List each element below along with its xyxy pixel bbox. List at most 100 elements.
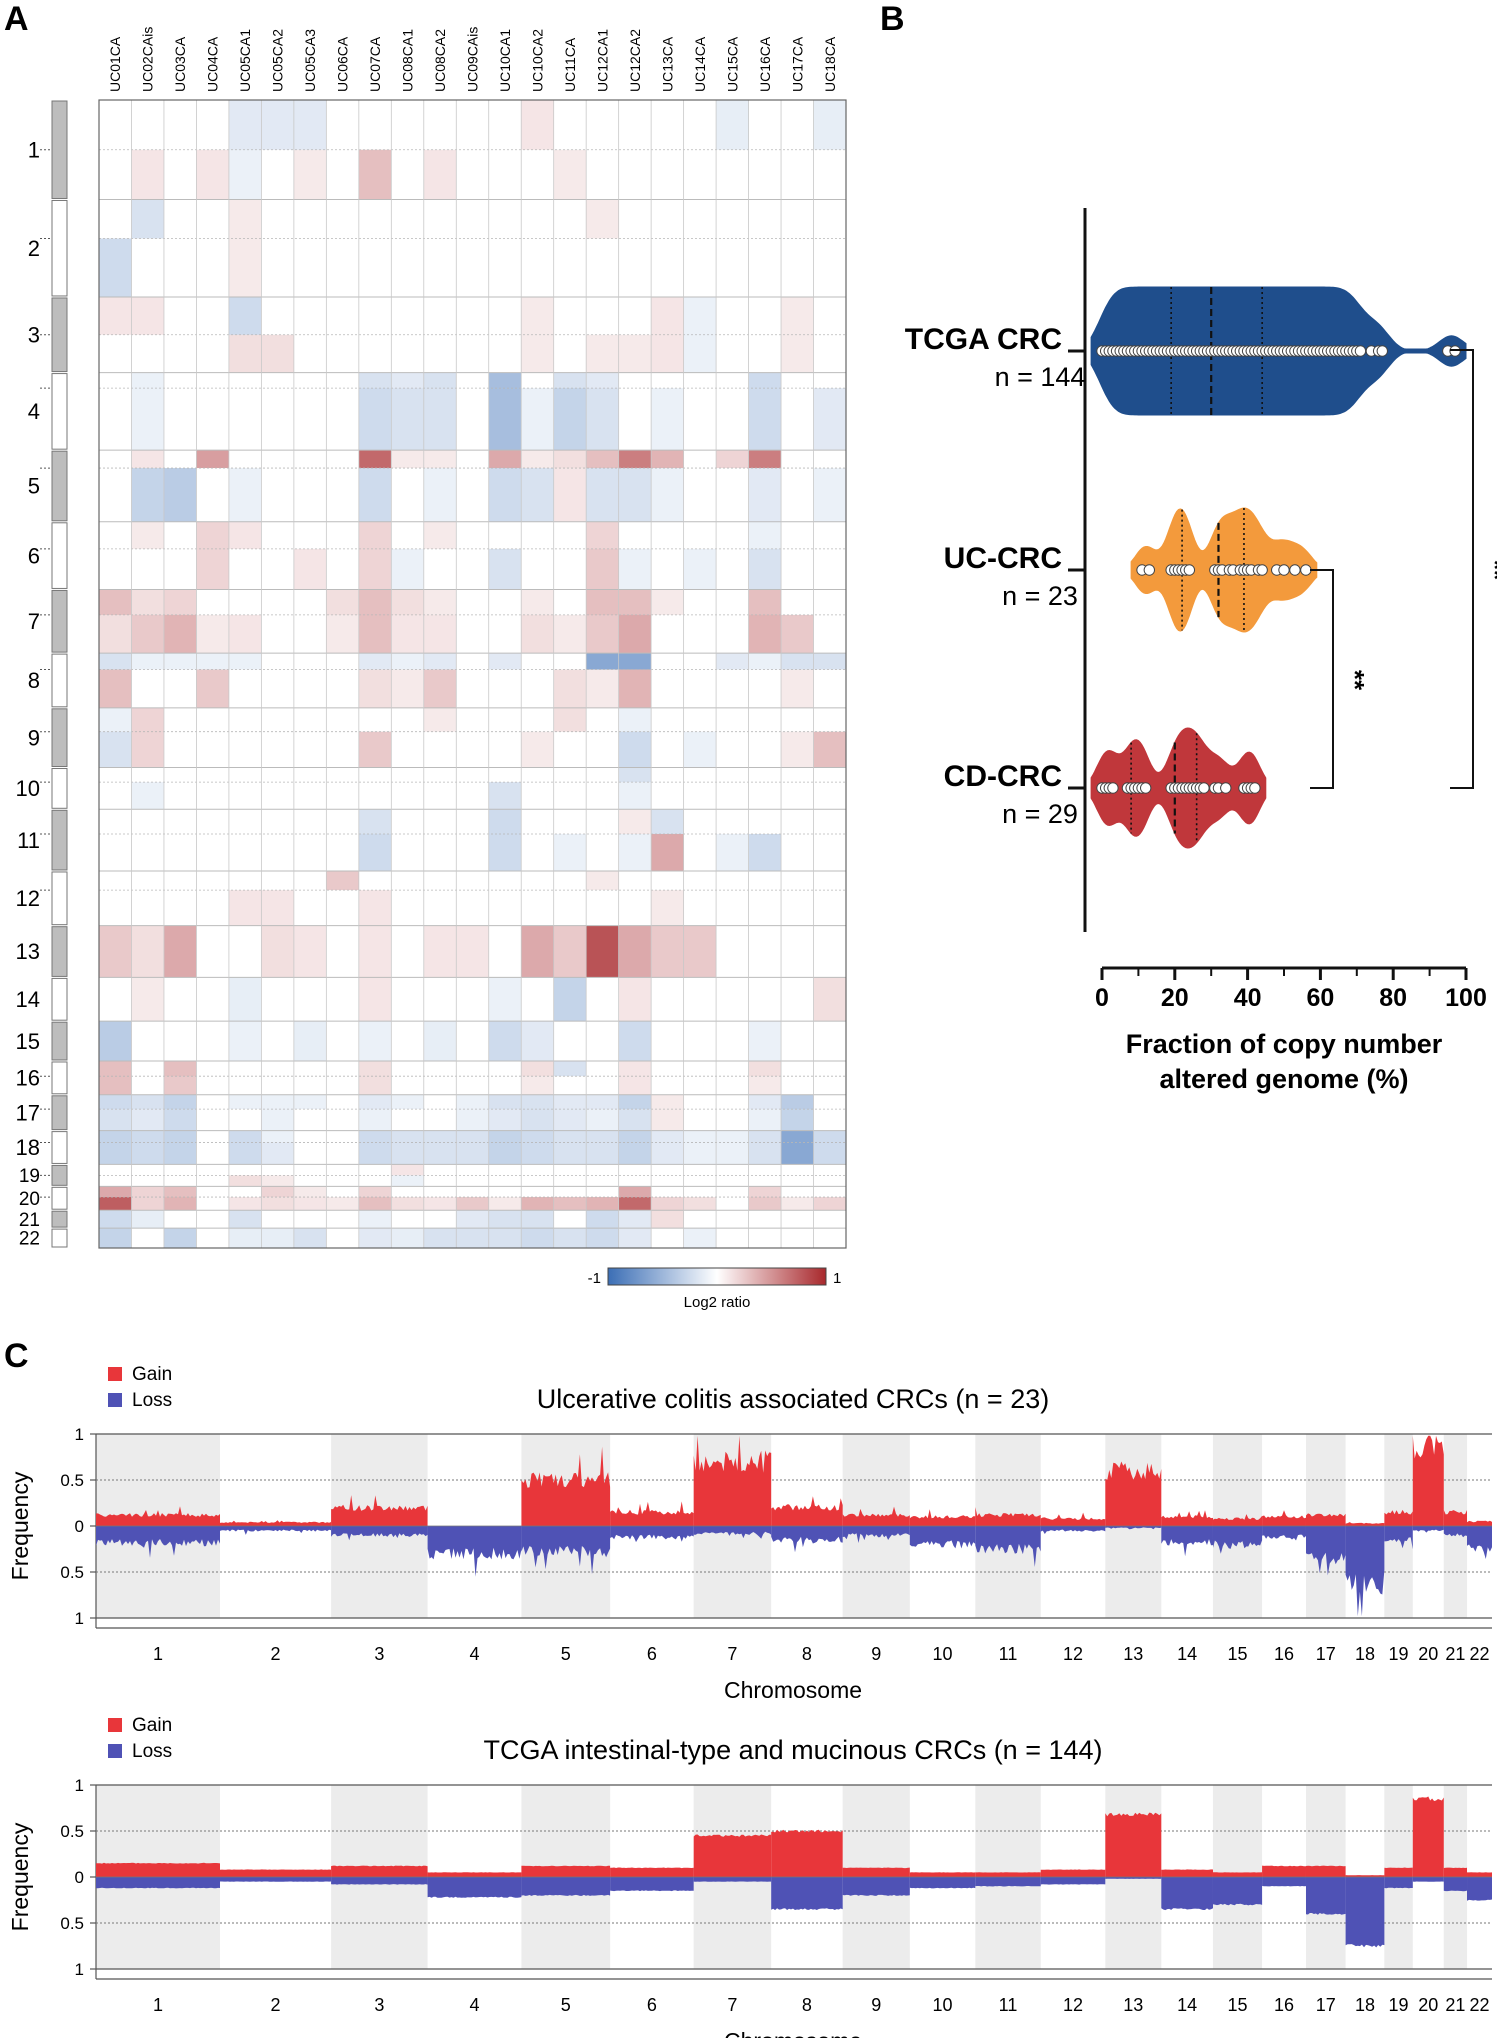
heatmap-cell — [99, 1228, 132, 1249]
heatmap-cell — [488, 614, 522, 654]
chromosome-tick-label: 17 — [1316, 1644, 1336, 1664]
heatmap-cell — [683, 1175, 717, 1187]
heatmap-cell — [651, 707, 684, 732]
heatmap-cell — [521, 1210, 554, 1229]
heatmap-cell — [748, 450, 782, 469]
heatmap-cell — [553, 296, 587, 336]
column-header-uc05ca3: UC05CA3 — [302, 29, 318, 92]
heatmap-cell — [293, 100, 327, 151]
heatmap-cell — [423, 238, 457, 298]
heatmap-cell — [716, 870, 749, 891]
heatmap-cell — [358, 521, 392, 550]
heatmap-cell — [781, 1228, 814, 1249]
heatmap-cell — [781, 372, 814, 389]
heatmap-cell — [683, 870, 717, 891]
heatmap-cell — [391, 1130, 425, 1143]
heatmap-cell — [651, 1109, 684, 1131]
heatmap-cell — [391, 1197, 425, 1211]
chromosome-tick-label: 12 — [1063, 1644, 1083, 1664]
heatmap-cell — [358, 1175, 392, 1187]
heatmap-cell — [813, 707, 847, 732]
heatmap-cell — [651, 1228, 684, 1249]
heatmap-cell — [391, 1228, 425, 1249]
colorbar-title: Log2 ratio — [684, 1294, 751, 1311]
heatmap-cell — [748, 100, 782, 151]
heatmap-cell — [748, 1094, 782, 1110]
heatmap-cell — [748, 1142, 782, 1165]
chromosome-tick-label: 1 — [153, 1995, 163, 2015]
heatmap-cell — [781, 1076, 814, 1096]
heatmap-cell — [781, 1021, 814, 1062]
heatmap-cell — [326, 767, 360, 783]
loss-area-chr8 — [771, 1526, 843, 1553]
heatmap-cell — [586, 1210, 619, 1229]
heatmap-cell — [358, 238, 392, 298]
gain-area-chr5 — [521, 1446, 611, 1526]
heatmap-cell — [553, 450, 587, 469]
heatmap-cell — [358, 1109, 392, 1131]
heatmap-cell — [813, 521, 847, 550]
heatmap-cell — [326, 1197, 360, 1211]
chromosome-tick-label: 3 — [374, 1995, 384, 2015]
heatmap-cell — [391, 1076, 425, 1096]
plot-title: Ulcerative colitis associated CRCs (n = … — [537, 1384, 1049, 1414]
heatmap-cell — [781, 653, 814, 670]
heatmap-cell — [196, 521, 230, 550]
heatmap-cell — [683, 782, 717, 810]
heatmap-cell — [683, 1076, 717, 1096]
chromosome-tick-label: 13 — [1123, 1995, 1143, 2015]
heatmap-cell — [781, 669, 814, 709]
gain-area-chr19 — [1384, 1867, 1413, 1877]
heatmap-cell — [813, 1164, 847, 1176]
heatmap-cell — [261, 548, 295, 590]
idiogram-block-chr11 — [51, 809, 68, 871]
heatmap-cell — [358, 1076, 392, 1096]
heatmap-cell — [423, 731, 457, 768]
heatmap-cell — [781, 149, 814, 200]
heatmap-cell — [131, 372, 165, 389]
heatmap-cell — [521, 809, 554, 835]
y-tick-label: 1 — [75, 1776, 84, 1795]
heatmap-cell — [553, 809, 587, 835]
violin-point — [1198, 782, 1210, 794]
heatmap-cell — [553, 782, 587, 810]
heatmap-cell — [261, 521, 295, 550]
heatmap-cell — [261, 1109, 295, 1131]
x-tick-label: 40 — [1234, 984, 1262, 1012]
gain-area-chr14 — [1161, 1869, 1213, 1877]
heatmap-cell — [716, 450, 749, 469]
heatmap-cell — [99, 589, 132, 616]
heatmap-cell — [618, 1186, 652, 1198]
heatmap-cell — [423, 1094, 457, 1110]
heatmap-cell — [586, 1109, 619, 1131]
heatmap-cell — [261, 614, 295, 654]
column-header-uc05ca2: UC05CA2 — [270, 29, 286, 92]
legend-gain-swatch — [108, 1718, 122, 1732]
heatmap-cell — [456, 450, 490, 469]
heatmap-cell — [131, 1197, 165, 1211]
chromosome-tick-label: 20 — [1418, 1995, 1438, 2015]
heatmap-cell — [683, 767, 717, 783]
heatmap-cell — [716, 548, 749, 590]
heatmap-cell — [456, 589, 490, 616]
heatmap-cell — [131, 1076, 165, 1096]
row-label-chr8: 8 — [28, 668, 40, 693]
heatmap-cell — [781, 614, 814, 654]
heatmap-cell — [196, 1060, 230, 1077]
heatmap-cell — [326, 296, 360, 336]
idiogram-block-chr6 — [51, 522, 68, 589]
heatmap-cell — [683, 669, 717, 709]
heatmap-cell — [748, 809, 782, 835]
heatmap-cell — [521, 589, 554, 616]
heatmap-cell — [228, 1228, 262, 1249]
heatmap-cell — [196, 1021, 230, 1062]
idiogram-block-chr14 — [51, 977, 68, 1021]
heatmap-cell — [683, 1210, 717, 1229]
heatmap-cell — [651, 372, 684, 389]
row-label-chr4: 4 — [28, 399, 40, 424]
chromosome-tick-label: 2 — [271, 1995, 281, 2015]
heatmap-cell — [586, 614, 619, 654]
cna-frequency-plot-tcga: 1 2 3 4 5 6 7 8 9 10 11 12 13 14 15 16 17 18 19 20 21 2210.50… — [7, 1715, 1492, 2038]
heatmap-cell — [293, 1076, 327, 1096]
heatmap-cell — [326, 548, 360, 590]
